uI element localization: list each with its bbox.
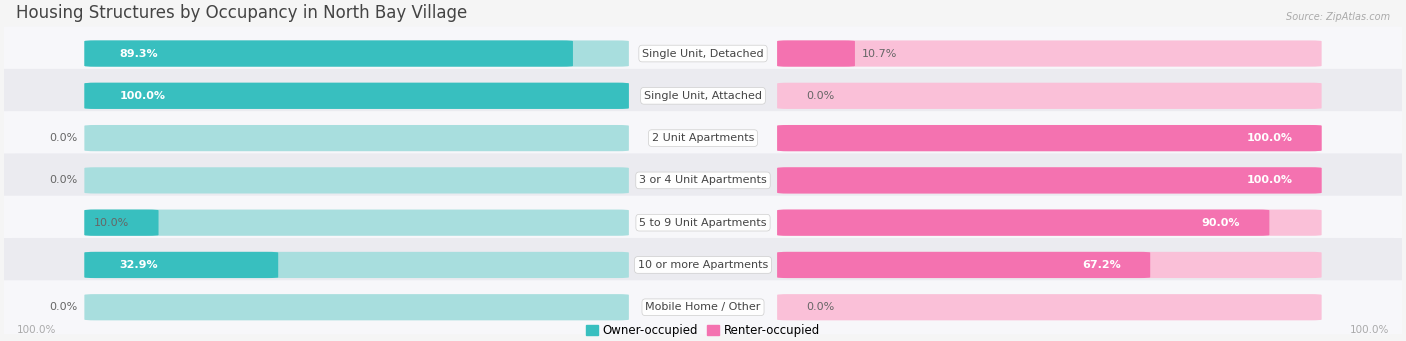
FancyBboxPatch shape <box>778 167 1322 193</box>
FancyBboxPatch shape <box>84 83 628 109</box>
Text: 0.0%: 0.0% <box>806 91 835 101</box>
FancyBboxPatch shape <box>778 252 1322 278</box>
FancyBboxPatch shape <box>778 294 1322 320</box>
FancyBboxPatch shape <box>0 238 1406 292</box>
FancyBboxPatch shape <box>778 41 1322 66</box>
FancyBboxPatch shape <box>17 204 1389 241</box>
Text: 90.0%: 90.0% <box>1202 218 1240 228</box>
FancyBboxPatch shape <box>778 41 855 66</box>
FancyBboxPatch shape <box>84 210 628 236</box>
Text: 2 Unit Apartments: 2 Unit Apartments <box>652 133 754 143</box>
FancyBboxPatch shape <box>778 167 1322 193</box>
FancyBboxPatch shape <box>17 35 1389 72</box>
Text: 100.0%: 100.0% <box>1350 325 1389 335</box>
FancyBboxPatch shape <box>84 41 628 66</box>
Text: 0.0%: 0.0% <box>49 133 77 143</box>
FancyBboxPatch shape <box>0 153 1406 207</box>
FancyBboxPatch shape <box>84 167 628 193</box>
FancyBboxPatch shape <box>778 83 1322 109</box>
FancyBboxPatch shape <box>17 288 1389 326</box>
FancyBboxPatch shape <box>0 280 1406 334</box>
Text: 100.0%: 100.0% <box>17 325 56 335</box>
FancyBboxPatch shape <box>84 252 628 278</box>
Text: Housing Structures by Occupancy in North Bay Village: Housing Structures by Occupancy in North… <box>17 4 468 22</box>
FancyBboxPatch shape <box>778 125 1322 151</box>
Text: 10 or more Apartments: 10 or more Apartments <box>638 260 768 270</box>
FancyBboxPatch shape <box>17 77 1389 115</box>
Text: Source: ZipAtlas.com: Source: ZipAtlas.com <box>1285 12 1389 22</box>
FancyBboxPatch shape <box>0 196 1406 250</box>
FancyBboxPatch shape <box>17 246 1389 284</box>
Text: 0.0%: 0.0% <box>49 302 77 312</box>
Text: Mobile Home / Other: Mobile Home / Other <box>645 302 761 312</box>
Text: 10.0%: 10.0% <box>94 218 129 228</box>
FancyBboxPatch shape <box>778 125 1322 151</box>
Text: 10.7%: 10.7% <box>862 48 897 59</box>
FancyBboxPatch shape <box>778 210 1270 236</box>
Text: Single Unit, Attached: Single Unit, Attached <box>644 91 762 101</box>
Text: Single Unit, Detached: Single Unit, Detached <box>643 48 763 59</box>
FancyBboxPatch shape <box>17 119 1389 157</box>
Text: 32.9%: 32.9% <box>120 260 159 270</box>
Text: 0.0%: 0.0% <box>49 175 77 186</box>
Text: 100.0%: 100.0% <box>120 91 166 101</box>
Text: 5 to 9 Unit Apartments: 5 to 9 Unit Apartments <box>640 218 766 228</box>
Text: 100.0%: 100.0% <box>1247 133 1292 143</box>
Text: 89.3%: 89.3% <box>120 48 159 59</box>
FancyBboxPatch shape <box>84 252 278 278</box>
Text: 3 or 4 Unit Apartments: 3 or 4 Unit Apartments <box>640 175 766 186</box>
Text: 0.0%: 0.0% <box>806 302 835 312</box>
Text: 67.2%: 67.2% <box>1083 260 1121 270</box>
FancyBboxPatch shape <box>17 162 1389 199</box>
FancyBboxPatch shape <box>84 41 572 66</box>
FancyBboxPatch shape <box>0 27 1406 80</box>
FancyBboxPatch shape <box>84 210 159 236</box>
FancyBboxPatch shape <box>0 69 1406 123</box>
FancyBboxPatch shape <box>778 210 1322 236</box>
FancyBboxPatch shape <box>778 252 1150 278</box>
FancyBboxPatch shape <box>84 83 628 109</box>
FancyBboxPatch shape <box>0 111 1406 165</box>
FancyBboxPatch shape <box>84 294 628 320</box>
Legend: Owner-occupied, Renter-occupied: Owner-occupied, Renter-occupied <box>586 324 820 337</box>
FancyBboxPatch shape <box>84 125 628 151</box>
Text: 100.0%: 100.0% <box>1247 175 1292 186</box>
